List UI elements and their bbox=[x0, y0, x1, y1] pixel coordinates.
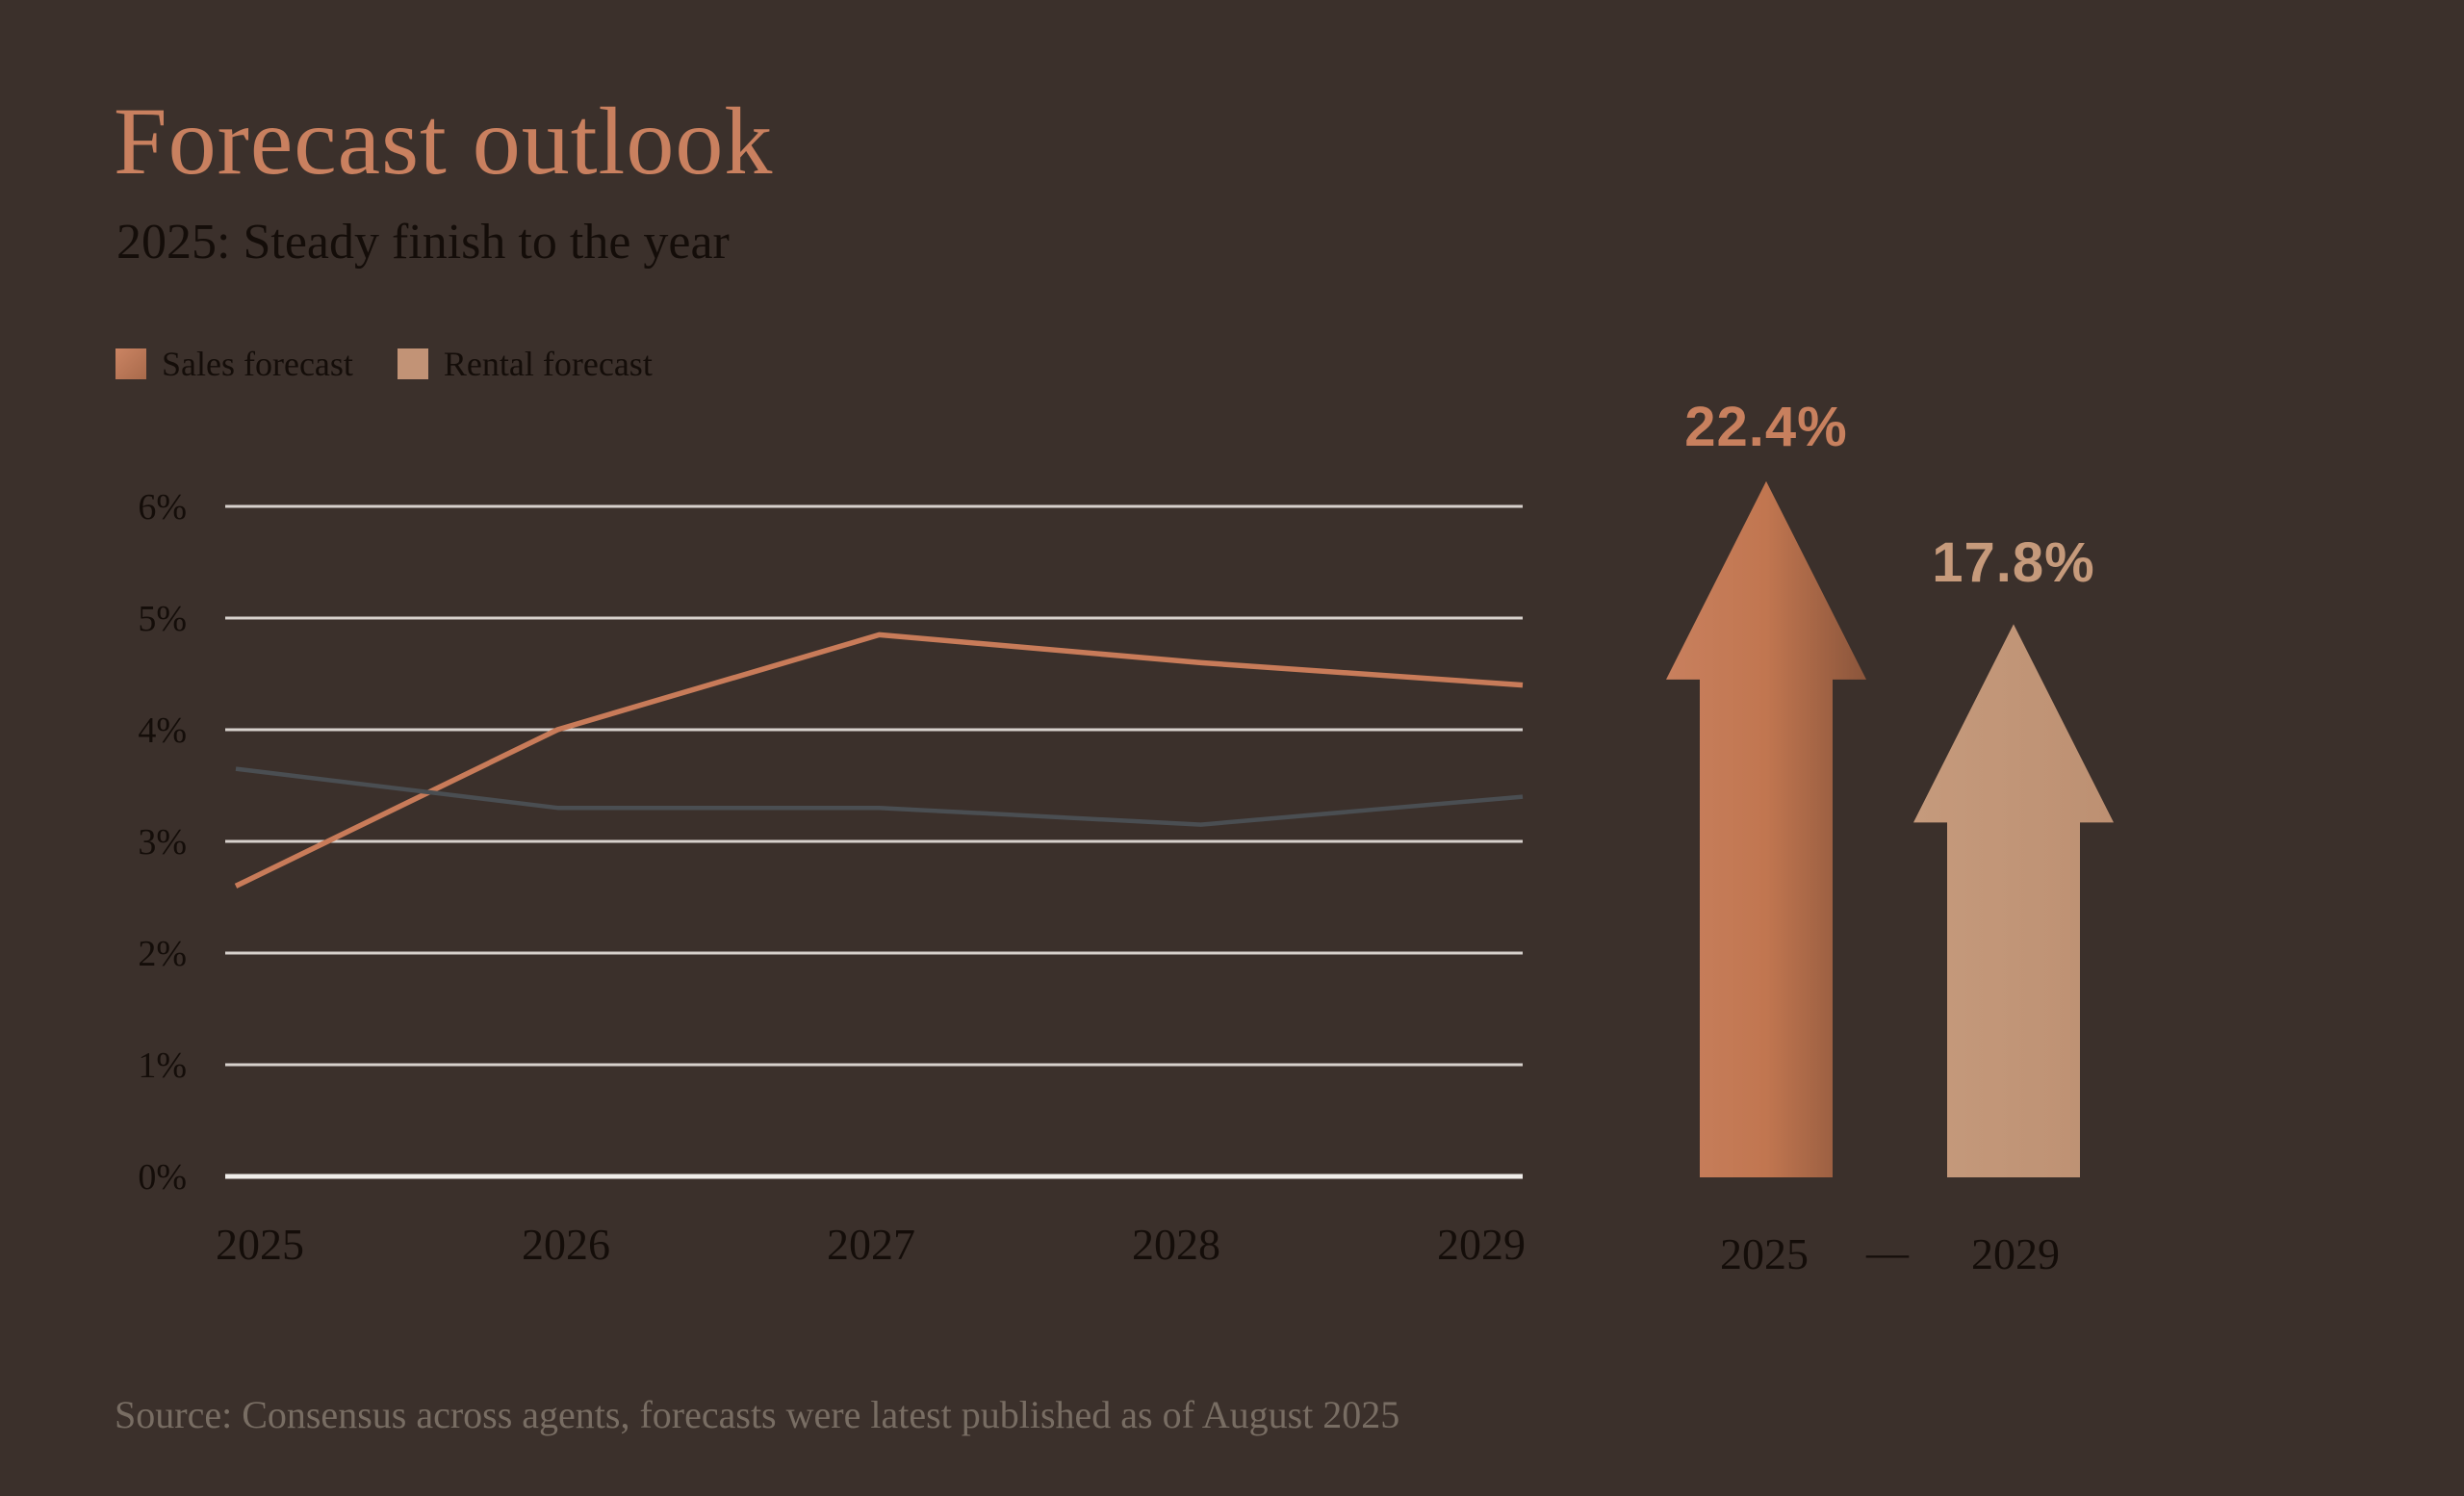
y-tick-label: 0% bbox=[138, 1157, 187, 1198]
range-start-year: 2025 bbox=[1720, 1229, 1809, 1278]
legend-item-sales: Sales forecast bbox=[116, 347, 353, 381]
sales-swatch-icon bbox=[116, 348, 146, 379]
legend: Sales forecast Rental forecast bbox=[116, 347, 653, 381]
sales-forecast-line bbox=[234, 632, 1524, 889]
x-tick-label: 2029 bbox=[1437, 1220, 1526, 1269]
source-note: Source: Consensus across agents, forecas… bbox=[115, 1393, 1400, 1436]
x-tick-label: 2025 bbox=[216, 1220, 304, 1269]
x-tick-label: 2027 bbox=[827, 1220, 915, 1269]
rental-growth-value: 17.8% bbox=[1932, 531, 2095, 594]
y-tick-label: 2% bbox=[138, 934, 187, 974]
range-end-year: 2029 bbox=[1971, 1229, 2060, 1278]
legend-label-sales: Sales forecast bbox=[162, 345, 353, 383]
legend-label-rental: Rental forecast bbox=[443, 345, 653, 383]
legend-item-rental: Rental forecast bbox=[397, 345, 653, 383]
page-subtitle: 2025: Steady finish to the year bbox=[116, 215, 730, 270]
x-tick-label: 2026 bbox=[522, 1220, 610, 1269]
y-tick-label: 1% bbox=[138, 1045, 187, 1086]
y-tick-label: 4% bbox=[138, 710, 187, 751]
rental-growth-arrow-icon bbox=[1913, 624, 2114, 1177]
y-tick-label: 3% bbox=[138, 822, 187, 863]
sales-growth-arrow-icon bbox=[1666, 480, 1866, 1178]
page-title: Forecast outlook bbox=[114, 88, 774, 194]
x-tick-label: 2028 bbox=[1132, 1220, 1220, 1269]
y-tick-label: 5% bbox=[138, 599, 187, 639]
range-separator-dash: — bbox=[1866, 1229, 1909, 1277]
sales-growth-value: 22.4% bbox=[1684, 396, 1848, 458]
y-tick-label: 6% bbox=[138, 487, 187, 528]
rental-swatch-icon bbox=[397, 348, 428, 379]
rental-forecast-line bbox=[235, 766, 1524, 827]
